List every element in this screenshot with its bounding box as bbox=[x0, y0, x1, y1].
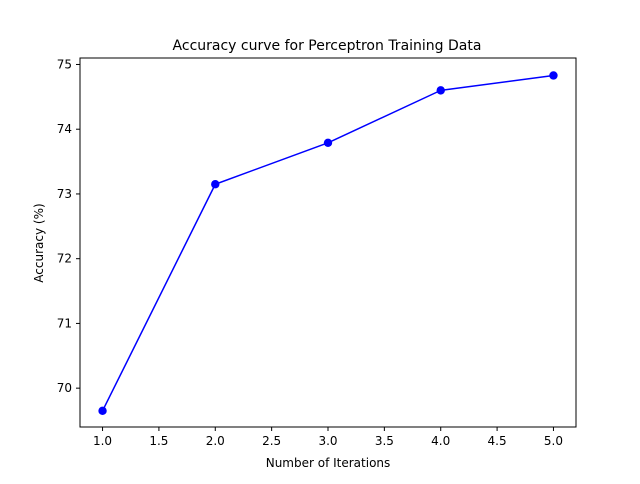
x-tick-label: 3.0 bbox=[318, 434, 337, 448]
plot-area: 1.0 1.5 2.0 2.5 3.0 3.5 4.0 4.5 5.0 70 71 72 73 74 75 bbox=[57, 57, 577, 448]
y-tick-label: 72 bbox=[57, 252, 72, 266]
y-axis-label: Accuracy (%) bbox=[32, 203, 46, 282]
y-tick-label: 74 bbox=[57, 122, 72, 136]
x-tick-label: 2.5 bbox=[262, 434, 281, 448]
series-layer bbox=[98, 71, 558, 416]
data-point bbox=[436, 86, 445, 95]
y-tick-label: 71 bbox=[57, 316, 72, 330]
y-tick-label: 70 bbox=[57, 381, 72, 395]
series-line bbox=[101, 74, 554, 412]
x-tick-label: 2.0 bbox=[206, 434, 225, 448]
x-tick-label: 4.0 bbox=[431, 434, 450, 448]
x-tick-label: 4.5 bbox=[488, 434, 507, 448]
y-tick-label: 75 bbox=[57, 57, 72, 71]
x-tick-label: 5.0 bbox=[544, 434, 563, 448]
axes-frame bbox=[79, 57, 577, 428]
x-axis-label: Number of Iterations bbox=[266, 456, 391, 470]
data-point bbox=[211, 180, 220, 189]
x-tick-label: 3.5 bbox=[375, 434, 394, 448]
chart-title: Accuracy curve for Perceptron Training D… bbox=[173, 38, 482, 54]
y-tick-label: 73 bbox=[57, 187, 72, 201]
data-point bbox=[549, 71, 558, 80]
x-axis-ticks: 1.0 1.5 2.0 2.5 3.0 3.5 4.0 4.5 5.0 bbox=[93, 427, 563, 448]
y-axis-ticks: 70 71 72 73 74 75 bbox=[57, 57, 80, 395]
x-tick-label: 1.0 bbox=[93, 434, 112, 448]
x-tick-label: 1.5 bbox=[149, 434, 168, 448]
data-point bbox=[98, 406, 107, 416]
data-point bbox=[323, 138, 333, 148]
